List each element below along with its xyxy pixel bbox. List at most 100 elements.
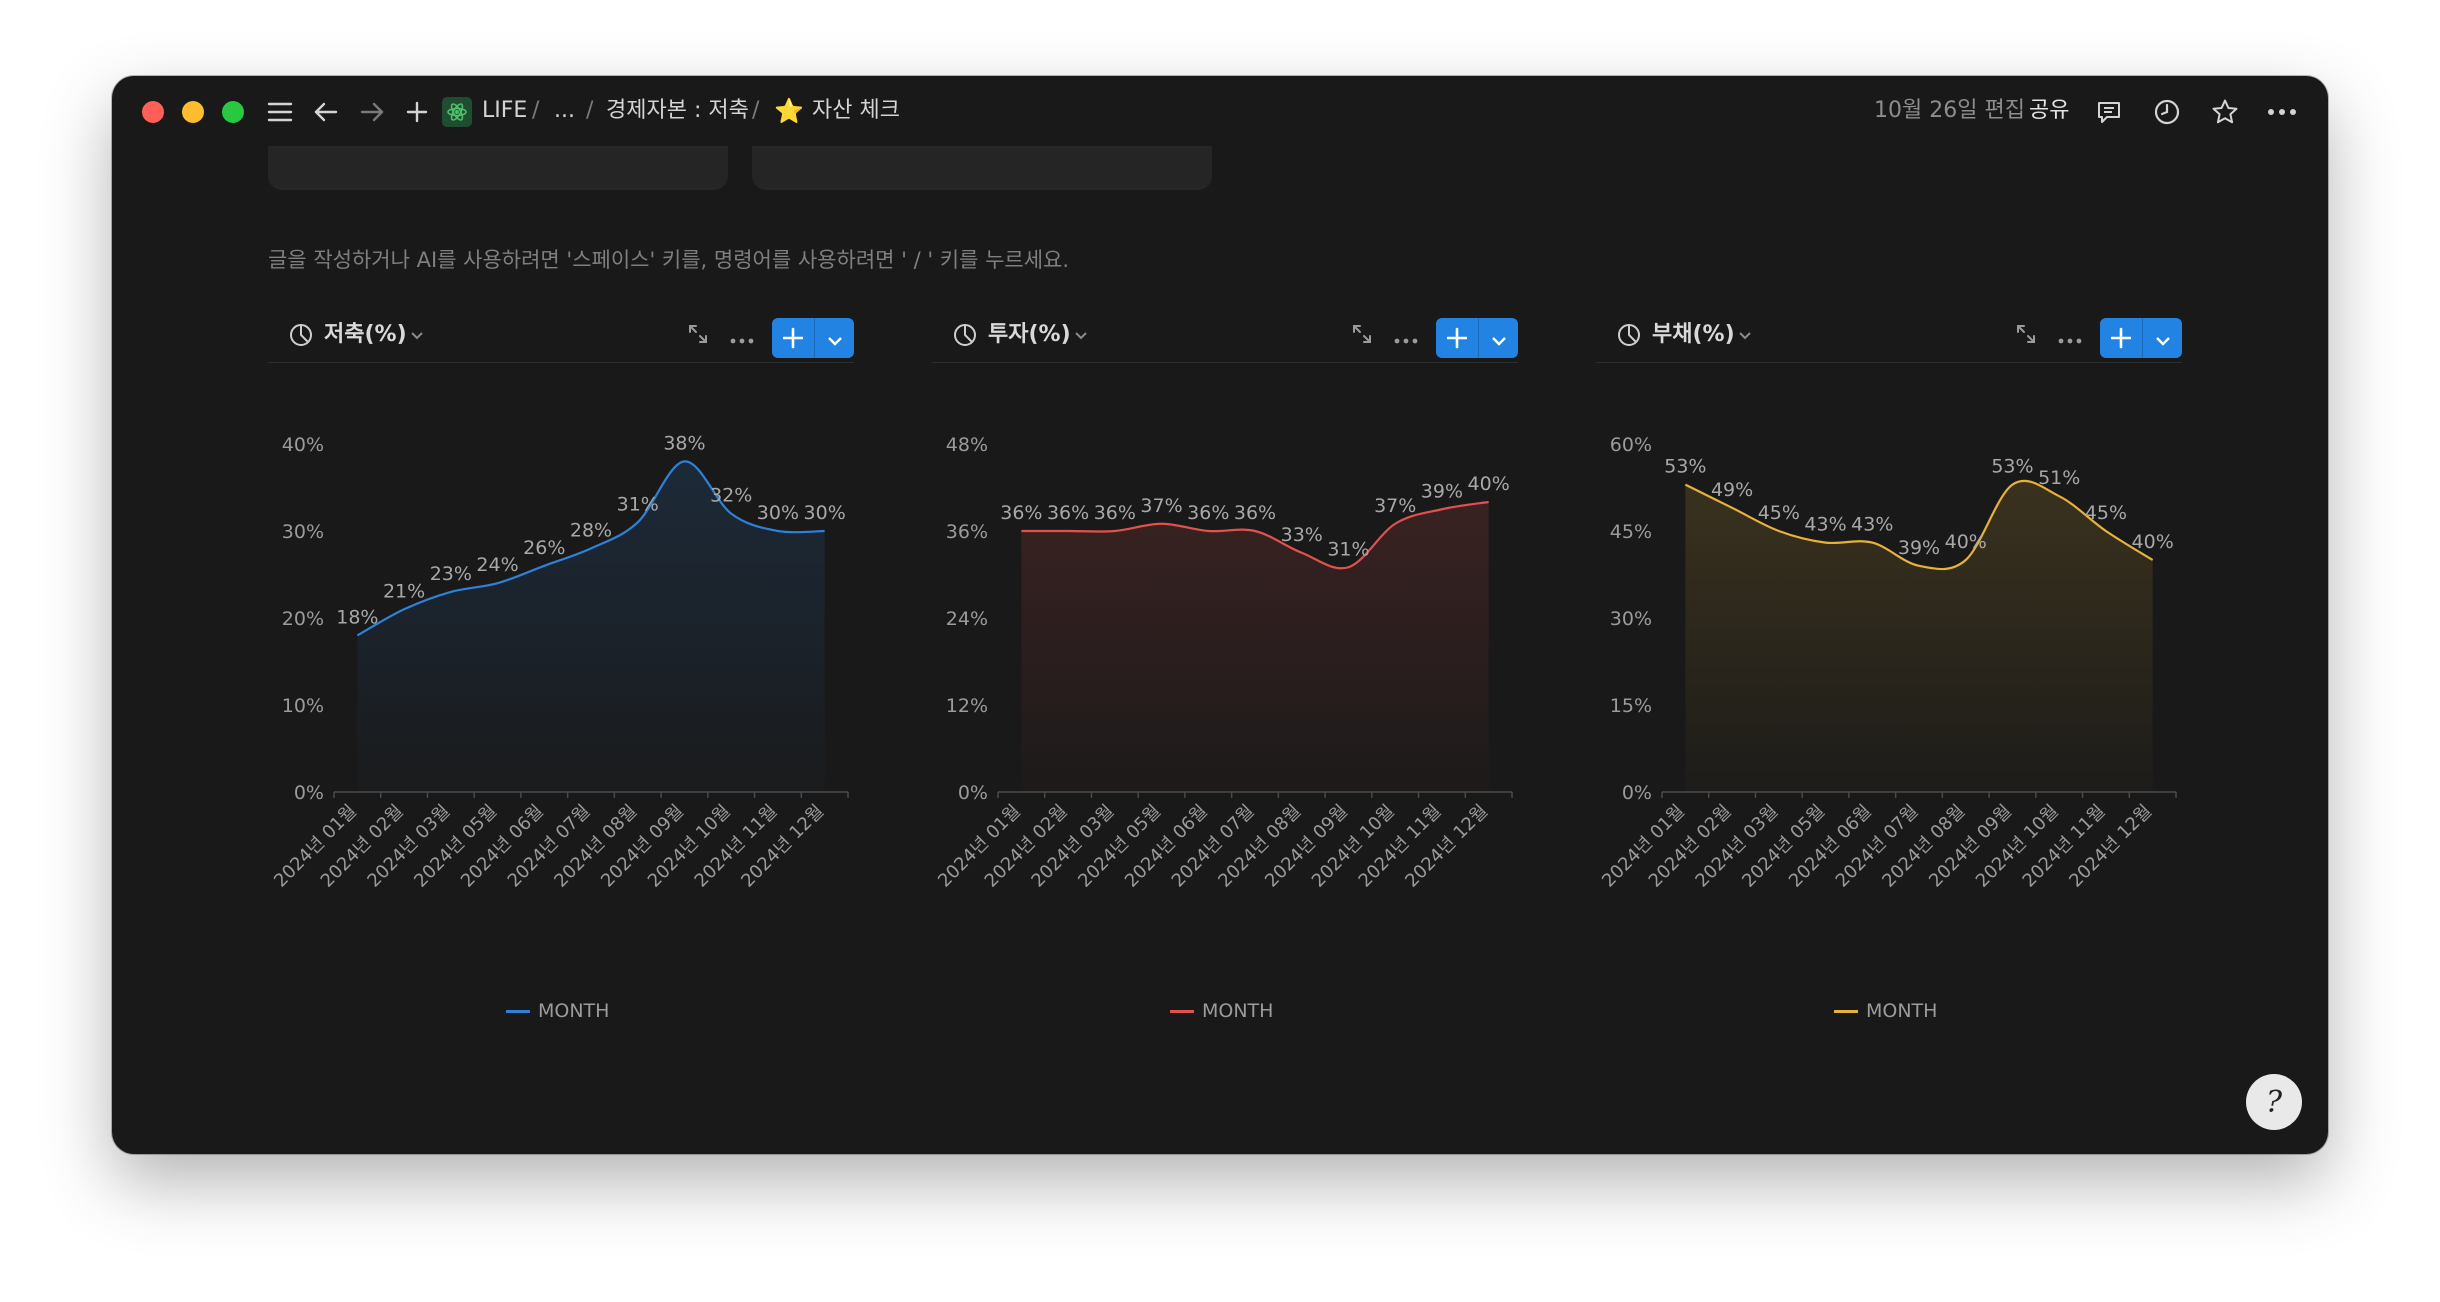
plus-icon: [1446, 327, 1468, 353]
data-label: 45%: [2085, 502, 2127, 524]
data-label: 21%: [383, 580, 425, 602]
chevron-down-icon[interactable]: [410, 326, 424, 345]
y-tick-label: 24%: [946, 608, 988, 630]
chevron-down-icon[interactable]: [2155, 333, 2171, 352]
data-label: 30%: [804, 502, 846, 524]
plus-icon: [782, 327, 804, 353]
breadcrumb-separator: /: [586, 98, 594, 123]
breadcrumb-separator: /: [532, 98, 540, 123]
series-line: [356, 460, 825, 637]
legend-swatch: [506, 1009, 530, 1013]
view-options-icon[interactable]: [730, 330, 754, 349]
legend-label: MONTH: [538, 1000, 610, 1022]
new-item-button[interactable]: [2100, 318, 2182, 358]
scrolled-card: [752, 146, 1212, 190]
data-label: 36%: [1094, 502, 1136, 524]
y-tick-label: 0%: [294, 782, 324, 804]
last-edited-text: 10월 26일 편집: [1874, 98, 2025, 123]
chart-view-title[interactable]: 투자(%): [988, 322, 1071, 347]
star-page-icon: ⭐: [774, 97, 804, 125]
new-item-button[interactable]: [1436, 318, 1518, 358]
data-label: 43%: [1804, 514, 1846, 536]
close-window-button[interactable]: [142, 101, 164, 123]
view-options-icon[interactable]: [1394, 330, 1418, 349]
help-button[interactable]: ?: [2246, 1074, 2302, 1130]
breadcrumb-parent[interactable]: 경제자본 : 저축: [606, 98, 749, 123]
data-label: 31%: [1327, 538, 1369, 560]
chart-legend[interactable]: MONTH: [1170, 1000, 1273, 1022]
y-tick-label: 30%: [282, 521, 324, 543]
more-options-icon[interactable]: [2262, 96, 2302, 128]
chart-view-icon: [1616, 322, 1642, 352]
app-window: LIFE / ... / 경제자본 : 저축 / ⭐ 자산 체크 10월 26일…: [112, 76, 2328, 1154]
chart-view-header: 저축(%): [268, 306, 854, 363]
y-tick-label: 36%: [946, 521, 988, 543]
chart-legend[interactable]: MONTH: [506, 1000, 609, 1022]
chevron-down-icon[interactable]: [1074, 326, 1088, 345]
x-tick-label: 2024년 12월: [737, 801, 828, 892]
x-tick-label: 2024년 12월: [1401, 801, 1492, 892]
sidebar-menu-icon[interactable]: [264, 98, 296, 126]
back-arrow-icon[interactable]: [310, 98, 342, 126]
data-label: 37%: [1374, 495, 1416, 517]
breadcrumb-ellipsis[interactable]: ...: [554, 98, 575, 123]
data-label: 36%: [1047, 502, 1089, 524]
expand-icon[interactable]: [686, 322, 710, 350]
chart-view-investment: 투자(%) 0% 12% 24% 36% 48% 2024년 01월 2024년 02월 20…: [932, 306, 1518, 1022]
comments-icon[interactable]: [2092, 96, 2126, 128]
y-tick-label: 10%: [282, 695, 324, 717]
data-label: 26%: [523, 537, 565, 559]
new-item-button[interactable]: [772, 318, 854, 358]
help-icon: ?: [2265, 1084, 2283, 1120]
series-line: [1684, 479, 2154, 571]
view-options-icon[interactable]: [2058, 330, 2082, 349]
chart-legend[interactable]: MONTH: [1834, 1000, 1937, 1022]
y-tick-label: 20%: [282, 608, 324, 630]
chevron-down-icon[interactable]: [1738, 326, 1752, 345]
data-label: 40%: [1468, 473, 1510, 495]
y-tick-label: 30%: [1610, 608, 1652, 630]
plus-icon: [2110, 327, 2132, 353]
chevron-down-icon[interactable]: [1491, 333, 1507, 352]
scrolled-card: [268, 146, 728, 190]
data-label: 32%: [710, 485, 752, 507]
expand-icon[interactable]: [1350, 322, 1374, 350]
forward-arrow-icon[interactable]: [356, 98, 388, 126]
data-label: 40%: [2132, 531, 2174, 553]
y-tick-label: 40%: [282, 434, 324, 456]
chevron-down-icon[interactable]: [827, 333, 843, 352]
area-fill: [1685, 480, 2153, 792]
expand-icon[interactable]: [2014, 322, 2038, 350]
legend-label: MONTH: [1202, 1000, 1274, 1022]
chart-view-debt: 부채(%) 0% 15% 30% 45% 60% 2024년 01월 2024년 02월 20…: [1596, 306, 2182, 1022]
history-clock-icon[interactable]: [2150, 96, 2184, 128]
new-page-plus-icon[interactable]: [402, 98, 432, 126]
y-tick-label: 60%: [1610, 434, 1652, 456]
editor-placeholder[interactable]: 글을 작성하거나 AI를 사용하려면 '스페이스' 키를, 명령어를 사용하려면…: [268, 248, 1070, 272]
data-label: 45%: [1758, 502, 1800, 524]
chart-view-savings: 저축(%) 0% 10% 20% 30% 40% 2024년 01월 2024년 02월 20…: [268, 306, 854, 1022]
y-tick-label: 45%: [1610, 521, 1652, 543]
chart-view-icon: [288, 322, 314, 352]
data-label: 51%: [2038, 467, 2080, 489]
share-button[interactable]: 공유: [2029, 98, 2070, 123]
data-label: 28%: [570, 519, 612, 541]
data-label: 43%: [1851, 514, 1893, 536]
chart-view-title[interactable]: 부채(%): [1652, 322, 1735, 347]
favorite-star-icon[interactable]: [2208, 96, 2242, 128]
data-label: 53%: [1991, 456, 2033, 478]
area-fill: [1021, 502, 1489, 792]
zoom-window-button[interactable]: [222, 101, 244, 123]
chart-view-title[interactable]: 저축(%): [324, 322, 407, 347]
minimize-window-button[interactable]: [182, 101, 204, 123]
breadcrumb-workspace[interactable]: LIFE: [482, 98, 528, 123]
x-tick-label: 2024년 12월: [2065, 801, 2156, 892]
data-label: 40%: [1945, 531, 1987, 553]
y-tick-label: 12%: [946, 695, 988, 717]
breadcrumb-current-page[interactable]: 자산 체크: [812, 98, 900, 123]
breadcrumb-separator: /: [752, 98, 760, 123]
data-label: 24%: [476, 554, 518, 576]
data-label: 36%: [1187, 502, 1229, 524]
y-tick-label: 0%: [958, 782, 988, 804]
